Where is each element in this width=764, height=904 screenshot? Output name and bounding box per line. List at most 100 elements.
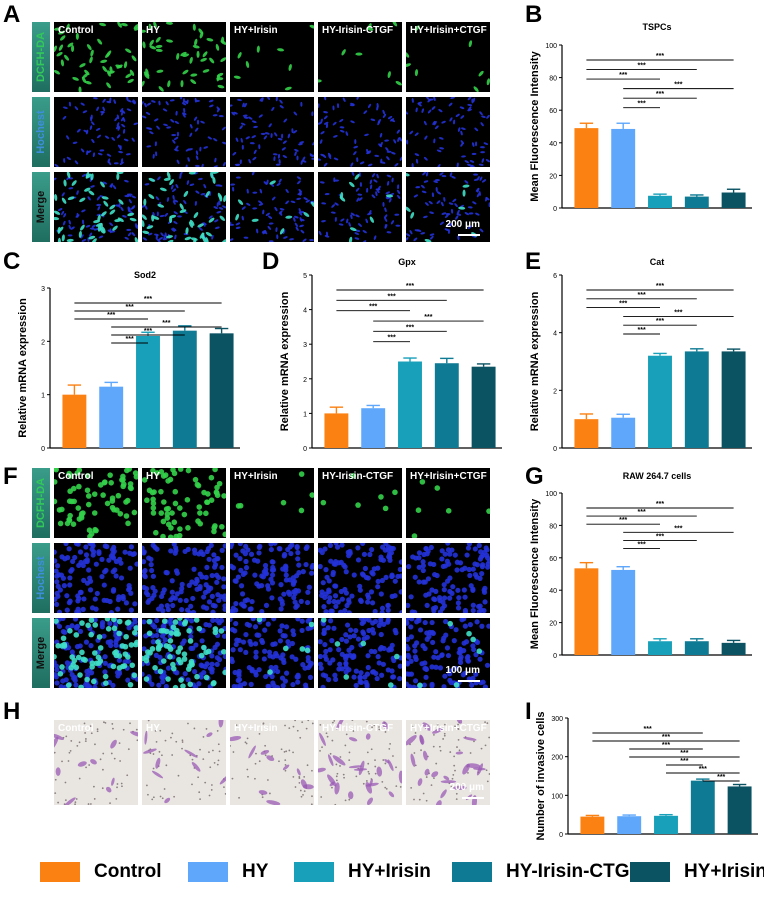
legend-swatch-hy-irisin-ctgf: [452, 862, 492, 882]
significance-label: ***: [656, 533, 664, 540]
panelF-column-label: HY+Irisin: [234, 471, 278, 482]
bar-0: [574, 419, 599, 448]
significance-label: ***: [369, 304, 377, 311]
significance-label: ***: [674, 309, 682, 316]
bar-3: [684, 641, 709, 655]
y-tick-label: 2: [553, 388, 557, 395]
bar-2: [398, 361, 422, 448]
panelF-column-label: HY-Irisin-CTGF: [322, 471, 394, 482]
panel-label-c: C: [3, 248, 21, 275]
significance-label: ***: [699, 766, 707, 773]
y-tick-label: 100: [551, 793, 563, 800]
y-tick-label: 80: [549, 76, 557, 83]
bar-4: [721, 351, 746, 448]
panelA-scale-bar-label: 200 μm: [445, 219, 480, 230]
panelH-transwell-image: Control: [54, 720, 138, 805]
bar-2: [136, 336, 160, 448]
panel-label-h: H: [3, 698, 21, 725]
y-axis-label: Relative mRNA expression: [17, 298, 29, 438]
panelH-column-label: HY+Irisin+CTGF: [410, 723, 487, 734]
y-axis-label: Relative mRNA expression: [529, 291, 541, 431]
panelH-transwell-image: HY-Irisin-CTGF: [318, 720, 402, 805]
panelA-micrograph: [406, 97, 490, 167]
y-tick-label: 300: [551, 716, 563, 723]
group-legend: Control HY HY+Irisin HY-Irisin-CTGF HY+I…: [0, 852, 764, 892]
panelA-micrograph: [54, 172, 138, 242]
significance-label: ***: [144, 296, 152, 303]
legend-swatch-hy-irisin: [294, 862, 334, 882]
significance-label: ***: [656, 501, 664, 508]
y-tick-label: 5: [303, 273, 307, 280]
panelH-column-label: HY: [146, 723, 160, 734]
y-tick-label: 2: [303, 377, 307, 384]
panelH-transwell-image: HY: [142, 720, 226, 805]
panelF-micrograph: HY: [142, 468, 226, 538]
bar-1: [611, 128, 636, 208]
bar-3: [684, 351, 709, 448]
bar-1: [361, 408, 386, 448]
legend-item-hy-irisin-ctgf: HY-Irisin-CTGF: [452, 860, 641, 884]
y-tick-label: 3: [303, 342, 307, 349]
panelF-micrograph: Control: [54, 468, 138, 538]
panelH-scale-bar-label: 200 μm: [449, 782, 484, 793]
bar-3: [172, 330, 197, 448]
panelA-row-label: DCFH-DA: [35, 31, 47, 83]
bar-2: [648, 195, 672, 208]
panelA-column-label: HY+Irisin+CTGF: [410, 25, 487, 36]
panelA-micrograph: HY: [142, 22, 226, 92]
panel-a-microscopy-grid: DCFH-DA Control HY HY+Irisin HY-Irisin-CTGF H…: [32, 22, 506, 242]
significance-label: ***: [107, 312, 115, 319]
panelF-scale-bar-label: 100 μm: [445, 665, 480, 676]
significance-label: ***: [656, 53, 664, 60]
y-tick-label: 6: [553, 273, 557, 280]
chart-title: Gpx: [398, 257, 416, 267]
y-tick-label: 200: [551, 755, 563, 762]
panel-label-f: F: [3, 463, 18, 490]
panelH-column-label: HY+Irisin: [234, 723, 278, 734]
bar-0: [324, 413, 349, 448]
bar-3: [690, 780, 715, 834]
y-tick-label: 60: [549, 108, 557, 115]
significance-label: ***: [656, 283, 664, 290]
bar-1: [611, 569, 636, 655]
panelH-scale-bar: [462, 797, 484, 799]
y-tick-label: 1: [41, 393, 45, 400]
significance-label: ***: [619, 301, 627, 308]
bar-2: [648, 355, 672, 448]
y-tick-label: 4: [553, 331, 557, 338]
panelA-row-label-box: Hochest: [32, 97, 50, 167]
chart-title: RAW 264.7 cells: [623, 471, 692, 481]
panel-f-microscopy-grid: DCFH-DA Control HY HY+Irisin HY-Irisin-CTGF H…: [32, 468, 506, 688]
panelF-row-label: Merge: [35, 636, 47, 670]
panelA-micrograph: HY+Irisin: [230, 22, 314, 92]
panelF-micrograph: [54, 543, 138, 613]
legend-swatch-hy-irisin-plus-ctgf: [630, 862, 670, 882]
panelA-micrograph: [142, 172, 226, 242]
significance-label: ***: [638, 292, 646, 299]
panelA-column-label: HY-Irisin-CTGF: [322, 25, 394, 36]
panelA-micrograph: [318, 97, 402, 167]
bar-2: [648, 641, 672, 655]
bar-0: [574, 128, 599, 208]
panel-label-g: G: [525, 463, 544, 490]
chart-title: Sod2: [134, 270, 156, 280]
bar-4: [721, 642, 746, 655]
significance-label: ***: [638, 327, 646, 334]
y-tick-label: 100: [545, 491, 557, 498]
significance-label: ***: [388, 293, 396, 300]
legend-label-hy-irisin: HY+Irisin: [348, 861, 431, 882]
panelF-column-label: Control: [58, 471, 94, 482]
chart-b-tspcs: TSPCs 0 20 40 60 80 100 Mean Fluorescence Inten…: [529, 22, 752, 213]
y-axis-label: Mean Fluorescence Intensity: [529, 498, 541, 649]
chart-d-gpx: Gpx 0 1 2 3 4 5 Relative mRNA expression *** *** *…: [279, 257, 502, 453]
panel-label-e: E: [525, 248, 542, 275]
significance-label: ***: [674, 525, 682, 532]
panelA-column-label: HY+Irisin: [234, 25, 278, 36]
panelF-micrograph: [230, 618, 314, 688]
significance-label: ***: [717, 774, 725, 781]
significance-label: ***: [662, 734, 670, 741]
y-axis-label: Relative mRNA expression: [279, 291, 291, 431]
panelH-column-label: Control: [58, 723, 94, 734]
panelA-column-label: Control: [58, 25, 94, 36]
